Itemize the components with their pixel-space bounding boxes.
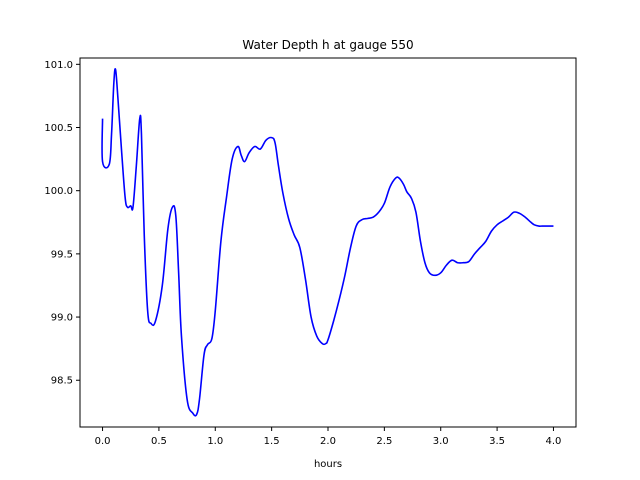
x-axis-label: hours bbox=[314, 459, 342, 470]
x-tick-label: 4.0 bbox=[546, 436, 562, 447]
y-tick-label: 99.5 bbox=[51, 249, 73, 260]
x-tick-label: 0.0 bbox=[95, 436, 111, 447]
y-tick-label: 100.0 bbox=[44, 186, 73, 197]
axis-ticks: 0.0 0.5 1.0 1.5 2.0 2.5 3.0 3.5 4.0 98.5 99.0 99.5 1… bbox=[44, 60, 561, 447]
chart-title: Water Depth h at gauge 550 bbox=[242, 38, 413, 52]
plot-frame bbox=[79, 57, 577, 428]
plot-area bbox=[101, 68, 554, 417]
y-tick-label: 101.0 bbox=[44, 60, 73, 71]
y-tick-label: 100.5 bbox=[44, 123, 73, 134]
x-tick-label: 2.5 bbox=[376, 436, 392, 447]
x-tick-label: 3.5 bbox=[489, 436, 505, 447]
x-tick-label: 0.5 bbox=[151, 436, 167, 447]
y-tick-label: 99.0 bbox=[51, 313, 73, 324]
x-tick-label: 1.5 bbox=[264, 436, 280, 447]
y-tick-label: 98.5 bbox=[51, 376, 73, 387]
x-tick-label: 3.0 bbox=[433, 436, 449, 447]
series-line-0 bbox=[101, 68, 554, 417]
x-tick-label: 1.0 bbox=[207, 436, 223, 447]
x-tick-label: 2.0 bbox=[320, 436, 336, 447]
